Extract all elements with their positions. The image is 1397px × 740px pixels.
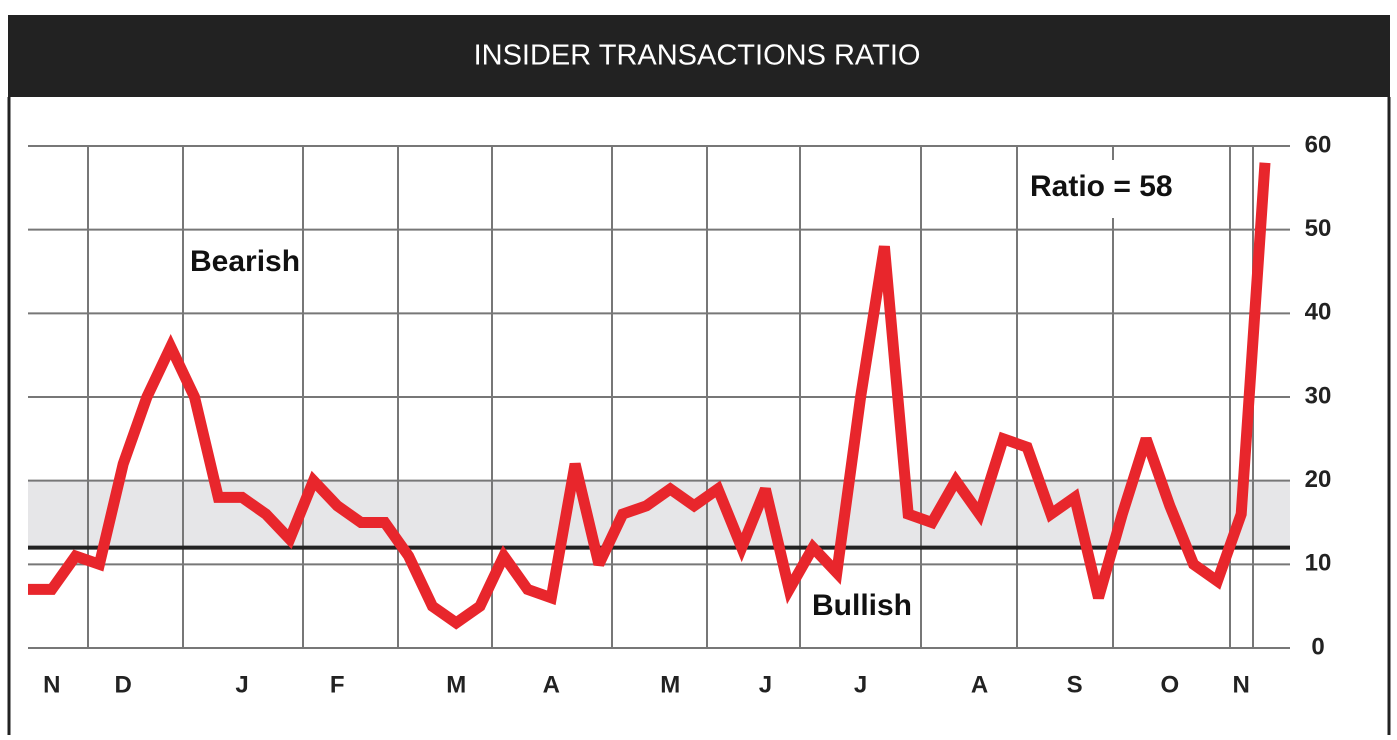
x-tick-label: M	[660, 671, 680, 698]
x-tick-label: S	[1067, 671, 1083, 698]
x-tick-label: J	[235, 671, 248, 698]
x-tick-label: F	[330, 671, 345, 698]
y-tick-label: 50	[1305, 215, 1332, 242]
y-tick-label: 10	[1305, 550, 1332, 577]
x-tick-label: J	[759, 671, 772, 698]
x-tick-label: O	[1161, 671, 1180, 698]
x-tick-label: J	[854, 671, 867, 698]
y-tick-label: 40	[1305, 299, 1332, 326]
x-tick-label: D	[114, 671, 131, 698]
x-tick-label: N	[1233, 671, 1250, 698]
annotation: Bullish	[812, 589, 912, 622]
y-tick-label: 0	[1311, 633, 1324, 660]
annotation-box	[1020, 160, 1225, 218]
x-tick-label: M	[446, 671, 466, 698]
header-band	[8, 15, 1390, 97]
annotation: Ratio = 58	[1030, 170, 1173, 203]
y-tick-label: 20	[1305, 466, 1332, 493]
x-tick-label: A	[543, 671, 560, 698]
y-tick-label: 60	[1305, 131, 1332, 158]
x-tick-label: N	[43, 671, 60, 698]
annotation: Bearish	[190, 245, 300, 278]
chart-title: INSIDER TRANSACTIONS RATIO	[474, 40, 921, 72]
x-tick-label: A	[971, 671, 988, 698]
data-line	[28, 162, 1271, 630]
y-tick-label: 30	[1305, 382, 1332, 409]
